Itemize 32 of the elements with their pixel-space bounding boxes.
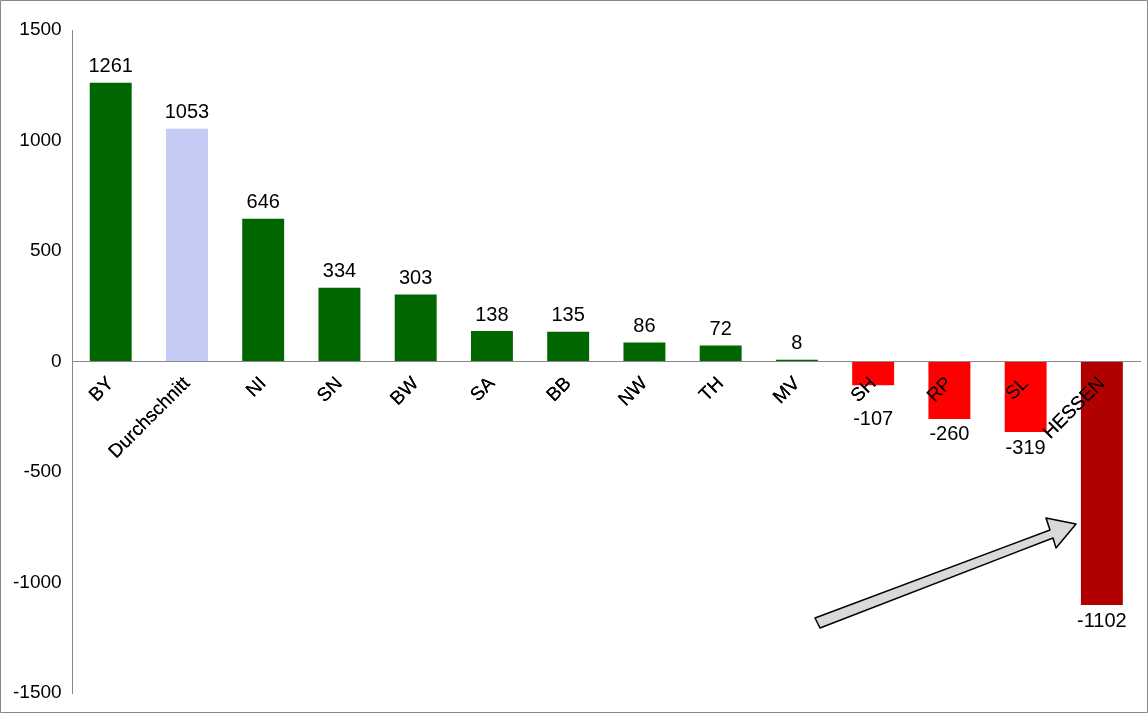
y-tick-label: 500: [29, 239, 62, 261]
y-tick-label: -1500: [12, 681, 62, 703]
data-label: 1261: [88, 54, 133, 77]
x-tick-label: MV: [768, 372, 804, 408]
x-tick-label: SH: [846, 372, 880, 406]
x-tick-label: NI: [241, 372, 270, 401]
y-tick-label: 1500: [19, 18, 62, 40]
x-tick-label: BB: [541, 372, 575, 406]
x-tick-label: TH: [694, 372, 728, 405]
data-label: 72: [709, 317, 732, 340]
data-label: 8: [791, 331, 803, 354]
x-tick-label: SA: [465, 372, 499, 406]
data-label: -1102: [1077, 608, 1127, 631]
data-label: 334: [322, 259, 357, 282]
x-tick-label: RP: [922, 372, 956, 406]
x-tick-label: SL: [1000, 372, 1033, 404]
data-label: 138: [475, 302, 509, 325]
x-tick-label: SN: [312, 372, 346, 406]
data-label: 135: [551, 303, 585, 326]
x-tick-label: NW: [613, 372, 651, 410]
data-label: 303: [399, 266, 433, 289]
data-label: 86: [633, 314, 656, 337]
y-tick-label: 1000: [19, 128, 62, 150]
data-label: -319: [1005, 435, 1046, 458]
data-label: 1053: [164, 100, 210, 123]
y-tick-label: -500: [23, 460, 62, 482]
y-tick-label: -1000: [12, 570, 62, 592]
x-tick-label: BW: [385, 372, 423, 409]
y-tick-label: 0: [51, 349, 62, 371]
data-label: -260: [929, 422, 970, 445]
data-label: -107: [853, 407, 894, 430]
data-label: 646: [246, 190, 280, 213]
